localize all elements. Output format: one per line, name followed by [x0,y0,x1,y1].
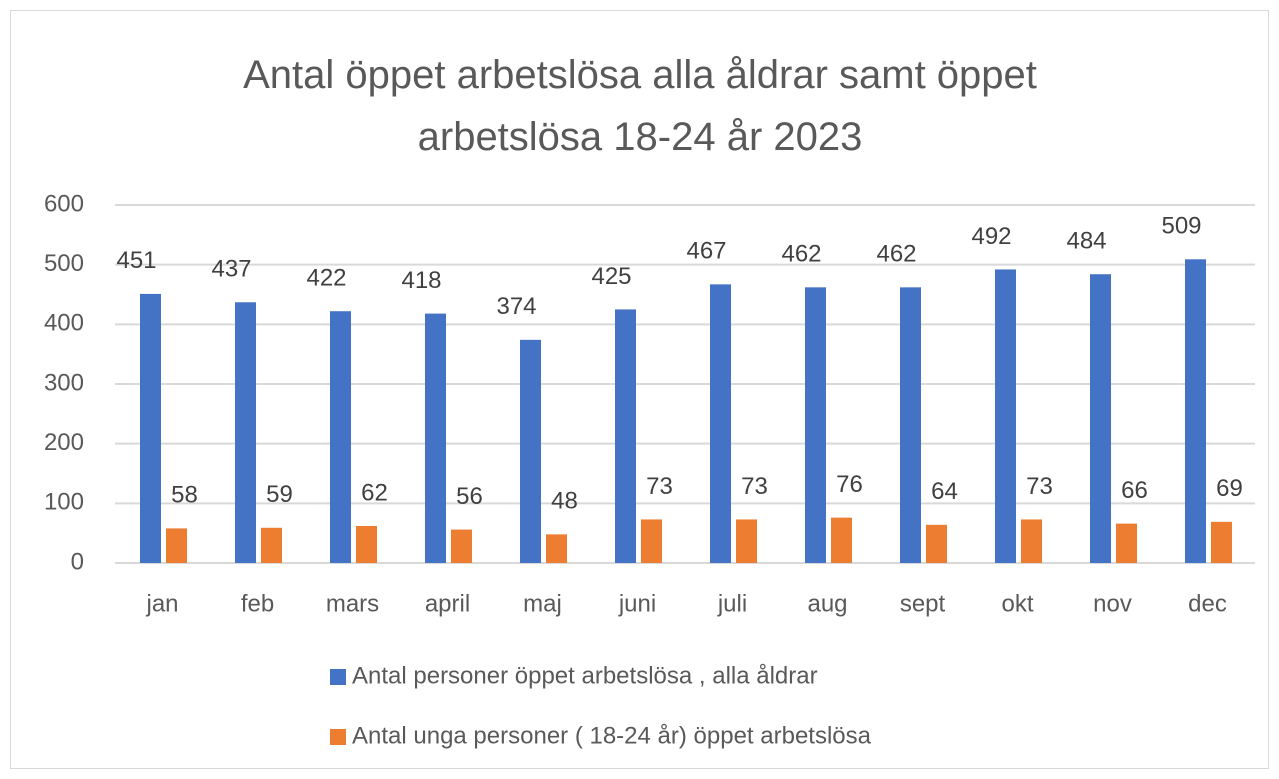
data-label: 76 [836,471,863,498]
bar [710,284,731,563]
x-tick-label: jan [145,590,178,617]
bar [546,534,567,563]
x-tick-label: maj [523,590,562,617]
data-label: 56 [456,483,483,510]
data-label: 484 [1066,228,1106,255]
bar [425,313,446,563]
x-tick-label: sept [900,590,946,617]
y-tick-label: 400 [44,310,84,337]
data-label: 59 [266,481,293,508]
bar [140,293,161,563]
data-label: 425 [591,263,631,290]
chart-border [10,10,1269,769]
data-label: 467 [686,238,726,265]
data-label: 48 [551,488,578,515]
x-tick-label: nov [1093,590,1132,617]
y-tick-label: 500 [44,250,84,277]
bar [1185,259,1206,563]
data-label: 62 [361,479,388,506]
x-tick-label: april [425,590,470,617]
x-tick-label: dec [1188,590,1227,617]
legend-swatch [330,669,346,685]
legend-swatch [330,729,346,745]
data-label: 418 [401,267,441,294]
bar [330,311,351,563]
bar [451,529,472,563]
bar [1211,521,1232,563]
data-label: 66 [1121,477,1148,504]
legend-label: Antal unga personer ( 18-24 år) öppet ar… [352,722,872,749]
data-label: 462 [781,241,821,268]
x-tick-label: aug [807,590,847,617]
y-tick-label: 600 [44,190,84,217]
bar [235,302,256,563]
y-tick-label: 200 [44,429,84,456]
legend-label: Antal personer öppet arbetslösa , alla å… [352,662,818,689]
bar [166,528,187,563]
bar [261,527,282,563]
data-label: 73 [646,473,673,500]
bar [1021,519,1042,563]
data-label: 451 [116,247,156,274]
data-label: 64 [931,478,958,505]
bar [926,524,947,563]
data-label: 509 [1161,213,1201,240]
x-tick-label: feb [241,590,274,617]
data-label: 492 [971,223,1011,250]
y-tick-label: 300 [44,369,84,396]
bar [1090,274,1111,563]
bar [995,269,1016,563]
bar [805,287,826,563]
bar [520,339,541,563]
bar [831,517,852,563]
chart-title: Antal öppet arbetslösa alla åldrar samt … [243,53,1037,159]
bar [736,519,757,563]
bar [900,287,921,563]
data-label: 462 [876,241,916,268]
data-label: 422 [306,265,346,292]
bar [356,526,377,563]
x-tick-label: mars [326,590,379,617]
bar [1116,523,1137,563]
bar [641,519,662,563]
data-label: 437 [211,256,251,283]
y-tick-label: 100 [44,489,84,516]
data-label: 374 [496,293,536,320]
data-label: 58 [171,482,198,509]
x-tick-label: juni [618,590,656,617]
data-label: 69 [1216,475,1243,502]
x-tick-label: juli [717,590,747,617]
y-tick-label: 0 [71,548,84,575]
bar [615,309,636,563]
data-label: 73 [741,473,768,500]
data-label: 73 [1026,473,1053,500]
x-tick-label: okt [1001,590,1033,617]
